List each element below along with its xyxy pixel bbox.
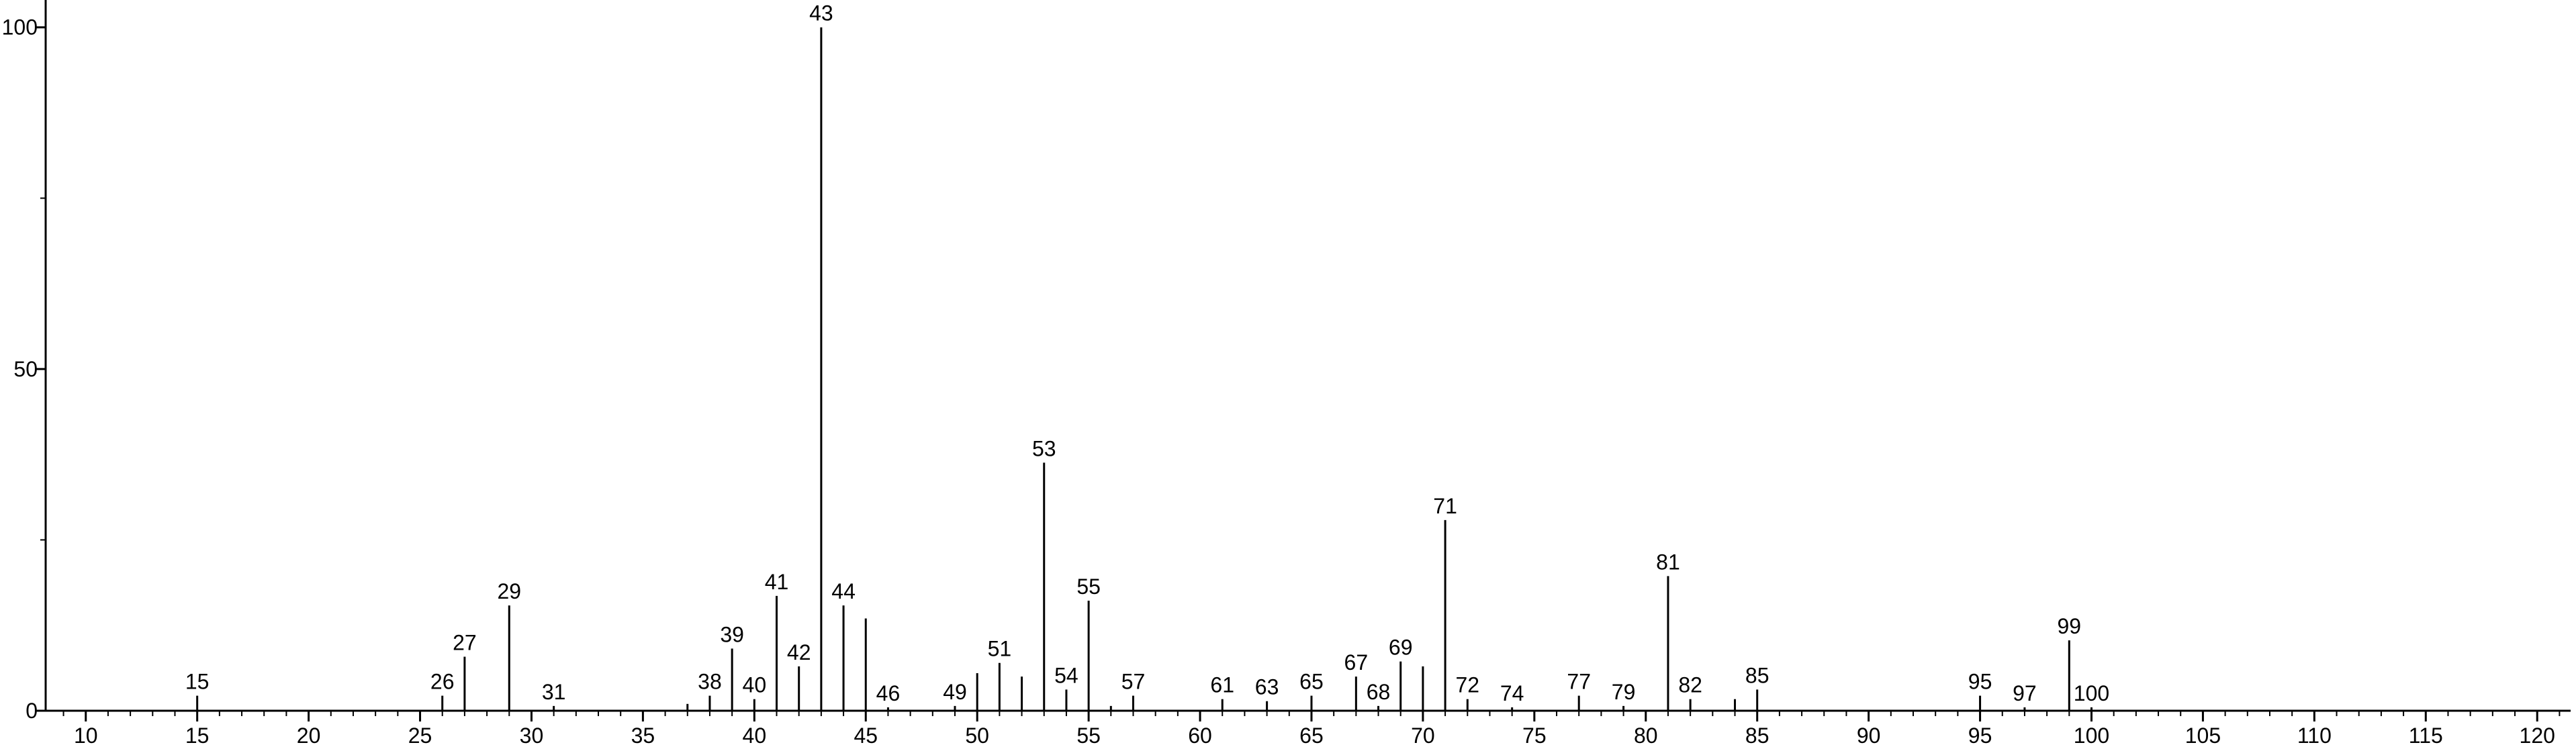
x-tick-label: 75 — [1522, 723, 1547, 748]
x-tick-label: 45 — [854, 723, 878, 748]
peak-label: 42 — [787, 640, 811, 664]
x-tick-label: 95 — [1968, 723, 1992, 748]
x-tick-label: 110 — [2297, 723, 2332, 748]
peak-label: 99 — [2058, 614, 2082, 638]
x-tick-label: 25 — [408, 723, 432, 748]
peak-label: 95 — [1968, 670, 1992, 694]
peak-label: 61 — [1210, 673, 1234, 697]
peak-label: 55 — [1076, 575, 1101, 599]
peak-label: 67 — [1344, 650, 1369, 675]
x-tick-label: 80 — [1634, 723, 1658, 748]
peak-label: 27 — [453, 631, 477, 655]
x-tick-label: 15 — [185, 723, 210, 748]
x-tick-label: 10 — [74, 723, 98, 748]
x-tick-label: 120 — [2520, 723, 2555, 748]
x-tick-label: 35 — [631, 723, 655, 748]
x-tick-label: 40 — [743, 723, 767, 748]
peak-label: 100 — [2074, 681, 2109, 705]
x-tick-label: 115 — [2409, 723, 2443, 748]
y-tick-label: 100 — [2, 15, 38, 40]
peak-label: 40 — [743, 673, 767, 697]
x-tick-label: 90 — [1857, 723, 1881, 748]
peak-label: 39 — [720, 622, 744, 646]
peak-label: 81 — [1656, 550, 1680, 574]
peak-label: 43 — [809, 1, 833, 26]
peak-label: 57 — [1121, 670, 1146, 694]
peak-label: 29 — [497, 579, 521, 603]
x-tick-label: 70 — [1411, 723, 1435, 748]
peak-label: 97 — [2013, 681, 2037, 705]
peak-label: 46 — [876, 681, 901, 705]
peak-label: 79 — [1612, 680, 1636, 704]
y-tick-label: 50 — [13, 357, 38, 381]
x-tick-label: 20 — [297, 723, 321, 748]
peak-label: 63 — [1255, 675, 1279, 699]
x-tick-label: 85 — [1745, 723, 1769, 748]
peak-label: 54 — [1054, 663, 1078, 687]
peak-label: 85 — [1745, 663, 1769, 687]
peak-label: 53 — [1032, 436, 1056, 460]
x-tick-label: 60 — [1188, 723, 1212, 748]
peak-label: 71 — [1433, 494, 1457, 518]
peak-label: 69 — [1389, 636, 1413, 660]
x-tick-label: 55 — [1076, 723, 1101, 748]
peak-label: 74 — [1500, 681, 1524, 705]
y-tick-label: 0 — [26, 699, 38, 723]
peak-label: 38 — [698, 670, 722, 694]
peak-label: 82 — [1678, 673, 1702, 697]
x-tick-label: 100 — [2074, 723, 2109, 748]
peak-label: 31 — [542, 680, 566, 704]
peak-label: 49 — [943, 680, 967, 704]
x-tick-label: 65 — [1299, 723, 1324, 748]
x-tick-label: 30 — [520, 723, 544, 748]
x-tick-label: 50 — [965, 723, 989, 748]
peak-label: 65 — [1299, 670, 1324, 694]
peak-label: 68 — [1367, 680, 1391, 704]
peak-label: 77 — [1567, 670, 1591, 694]
x-tick-label: 105 — [2185, 723, 2221, 748]
peak-label: 72 — [1455, 673, 1479, 697]
peak-label: 51 — [988, 637, 1012, 661]
peak-label: 15 — [185, 670, 210, 694]
peak-label: 44 — [831, 579, 856, 603]
peak-label: 41 — [765, 570, 789, 594]
peak-label: 26 — [430, 670, 455, 694]
